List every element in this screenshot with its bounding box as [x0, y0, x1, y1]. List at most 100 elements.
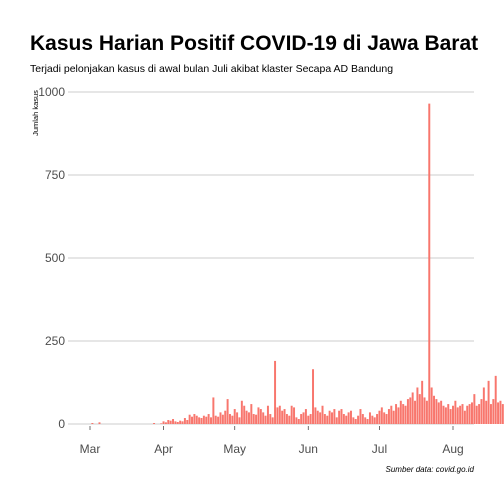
- bar: [433, 395, 436, 424]
- x-tick-label: Aug: [442, 442, 463, 456]
- bar: [233, 409, 236, 424]
- bar: [482, 387, 485, 424]
- bar: [461, 404, 464, 424]
- bar: [440, 400, 443, 424]
- bar: [418, 394, 421, 424]
- bar: [442, 405, 445, 424]
- bar: [373, 417, 376, 424]
- bar: [411, 392, 414, 424]
- bar: [485, 400, 488, 424]
- bar: [338, 410, 341, 424]
- bar: [328, 410, 331, 424]
- bar: [266, 405, 269, 424]
- bar: [181, 421, 184, 424]
- bar: [333, 409, 336, 424]
- bar: [174, 421, 177, 424]
- chart-caption: Sumber data: covid.go.id: [386, 465, 475, 474]
- bar: [231, 415, 234, 424]
- bar: [285, 414, 288, 424]
- bar: [300, 414, 303, 424]
- bar: [383, 412, 386, 424]
- y-tick-label: 750: [45, 168, 65, 182]
- bar: [162, 421, 165, 424]
- bar: [406, 399, 409, 424]
- bar: [321, 405, 324, 424]
- x-tick-label: May: [223, 442, 246, 456]
- bar: [257, 407, 260, 424]
- bar: [489, 404, 492, 424]
- bar: [368, 412, 371, 424]
- bar: [463, 410, 466, 424]
- bar: [195, 415, 198, 424]
- bar: [217, 416, 220, 424]
- bar: [205, 416, 208, 424]
- bar: [416, 387, 419, 424]
- bar: [179, 420, 182, 424]
- bar: [452, 405, 454, 424]
- x-tick-label: Mar: [80, 442, 101, 456]
- bar: [323, 414, 326, 424]
- bar: [475, 405, 478, 424]
- bar: [314, 407, 317, 424]
- bar: [361, 414, 364, 424]
- bar: [274, 360, 277, 424]
- bar: [345, 415, 348, 424]
- bar: [473, 394, 476, 424]
- bar: [404, 405, 407, 424]
- bar: [326, 415, 329, 424]
- bar: [226, 399, 229, 424]
- bar: [349, 410, 352, 424]
- y-tick-label: 0: [58, 417, 65, 431]
- bar: [252, 414, 255, 424]
- bar: [221, 414, 224, 424]
- bar: [421, 380, 424, 424]
- bar: [501, 404, 504, 424]
- bar: [191, 416, 194, 424]
- bar: [255, 414, 258, 424]
- bar: [210, 417, 212, 424]
- bar: [470, 402, 473, 424]
- bar: [281, 410, 284, 424]
- bar: [430, 387, 433, 424]
- gridlines: [68, 91, 474, 425]
- bar: [497, 402, 500, 424]
- bar: [297, 419, 300, 424]
- bar: [364, 417, 367, 424]
- bar: [316, 410, 319, 424]
- bars: [91, 103, 504, 425]
- bar: [454, 400, 457, 424]
- bar: [207, 414, 210, 424]
- bar: [319, 412, 322, 424]
- bar: [340, 409, 343, 424]
- bar: [250, 404, 253, 424]
- bar: [499, 400, 502, 424]
- bar: [236, 412, 239, 424]
- bar: [342, 414, 345, 424]
- bar: [354, 419, 357, 424]
- bar: [214, 415, 217, 424]
- bar: [176, 422, 179, 424]
- bar: [200, 418, 203, 424]
- bar: [376, 414, 379, 424]
- bar: [302, 412, 305, 424]
- bar: [307, 415, 310, 424]
- bar: [153, 423, 156, 424]
- bar: [428, 103, 431, 425]
- bar: [288, 415, 291, 424]
- y-tick-label: 1000: [38, 85, 65, 99]
- bar: [188, 414, 191, 424]
- bar: [409, 397, 412, 424]
- bar: [309, 414, 312, 424]
- bar: [186, 420, 189, 424]
- bar: [240, 400, 243, 424]
- bar: [494, 375, 497, 424]
- bar: [399, 400, 402, 424]
- bar: [295, 417, 298, 424]
- bar: [283, 409, 286, 424]
- bar: [183, 418, 186, 424]
- bar: [425, 400, 428, 424]
- bar: [167, 420, 170, 424]
- bar: [160, 423, 163, 424]
- bar: [435, 399, 438, 424]
